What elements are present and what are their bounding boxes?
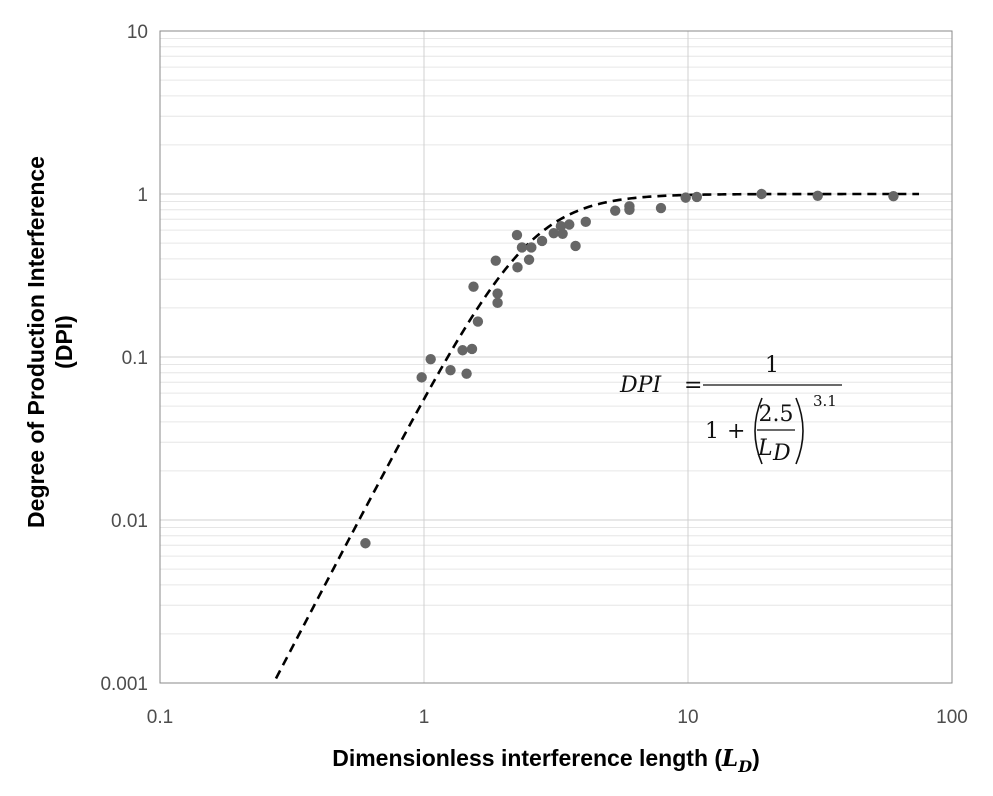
- equation-annotation: DPI = 1 1 + 2.5 L D 3.1: [619, 353, 842, 466]
- data-point: [490, 255, 501, 266]
- data-point: [445, 364, 456, 376]
- fit-curve-line: [274, 192, 920, 680]
- data-point: [680, 192, 691, 203]
- x-tick-label: 10: [677, 707, 698, 728]
- x-axis-title-subscript: D: [737, 757, 752, 776]
- x-tick-label: 1: [419, 707, 430, 728]
- data-point: [548, 227, 559, 239]
- data-point: [557, 228, 568, 239]
- data-point: [468, 281, 479, 292]
- data-point: [360, 538, 371, 549]
- y-tick-label: 1: [137, 185, 148, 206]
- x-axis-title: Dimensionless interference length (LD): [332, 745, 760, 776]
- equation-denominator-one: 1: [705, 419, 719, 444]
- y-axis-title: Degree of Production Interference (DPI): [23, 156, 77, 528]
- data-point: [457, 345, 468, 356]
- y-tick-label: 10: [127, 22, 148, 43]
- x-axis-title-symbol: L: [721, 745, 738, 772]
- data-point: [511, 229, 523, 241]
- data-point: [492, 297, 503, 309]
- equation-exponent: 3.1: [813, 392, 837, 410]
- y-axis-title-line1: Degree of Production Interference: [23, 156, 49, 528]
- data-point: [516, 242, 528, 253]
- equation-left-paren: [754, 397, 763, 465]
- equation-inner-denominator-symbol: L: [757, 436, 773, 461]
- data-point: [812, 190, 823, 201]
- x-tick-label: 0.1: [147, 707, 173, 728]
- data-point: [425, 353, 436, 365]
- plot-area-frame: [159, 30, 953, 684]
- data-point: [580, 216, 591, 228]
- equation-lhs: DPI: [619, 373, 662, 398]
- equation-numerator: 1: [765, 353, 779, 378]
- data-point: [466, 343, 478, 355]
- data-point: [472, 316, 484, 327]
- data-point: [691, 191, 703, 203]
- y-axis-title-line2: (DPI): [51, 315, 77, 369]
- equation-right-paren: [795, 397, 804, 465]
- data-point: [526, 242, 537, 253]
- data-point: [570, 240, 581, 252]
- data-points: [360, 188, 899, 549]
- data-point: [512, 262, 523, 273]
- x-axis-title-text: Dimensionless interference length (: [332, 745, 722, 771]
- data-point: [416, 372, 427, 383]
- data-point: [610, 205, 621, 216]
- x-axis-tick-labels: 0.1 1 10 100: [147, 707, 968, 728]
- data-point: [564, 219, 575, 230]
- y-tick-label: 0.1: [122, 348, 148, 369]
- equation-inner-denominator-subscript: D: [772, 441, 791, 466]
- data-point: [492, 288, 503, 299]
- data-point: [461, 368, 472, 379]
- minor-gridlines: [160, 37, 952, 635]
- data-point: [888, 190, 899, 202]
- data-point: [624, 201, 635, 212]
- equation-equals: =: [684, 373, 702, 398]
- x-axis-title-close: ): [752, 745, 760, 771]
- data-point: [536, 235, 548, 247]
- y-axis-tick-labels: 0.001 0.01 0.1 1 10: [100, 22, 148, 695]
- y-tick-label: 0.001: [100, 674, 148, 695]
- x-tick-label: 100: [936, 707, 968, 728]
- data-point: [655, 202, 667, 214]
- equation-inner-numerator: 2.5: [759, 402, 794, 427]
- data-point: [523, 254, 535, 265]
- data-point: [756, 188, 767, 200]
- y-tick-label: 0.01: [111, 511, 148, 532]
- equation-denominator-plus: +: [727, 419, 745, 444]
